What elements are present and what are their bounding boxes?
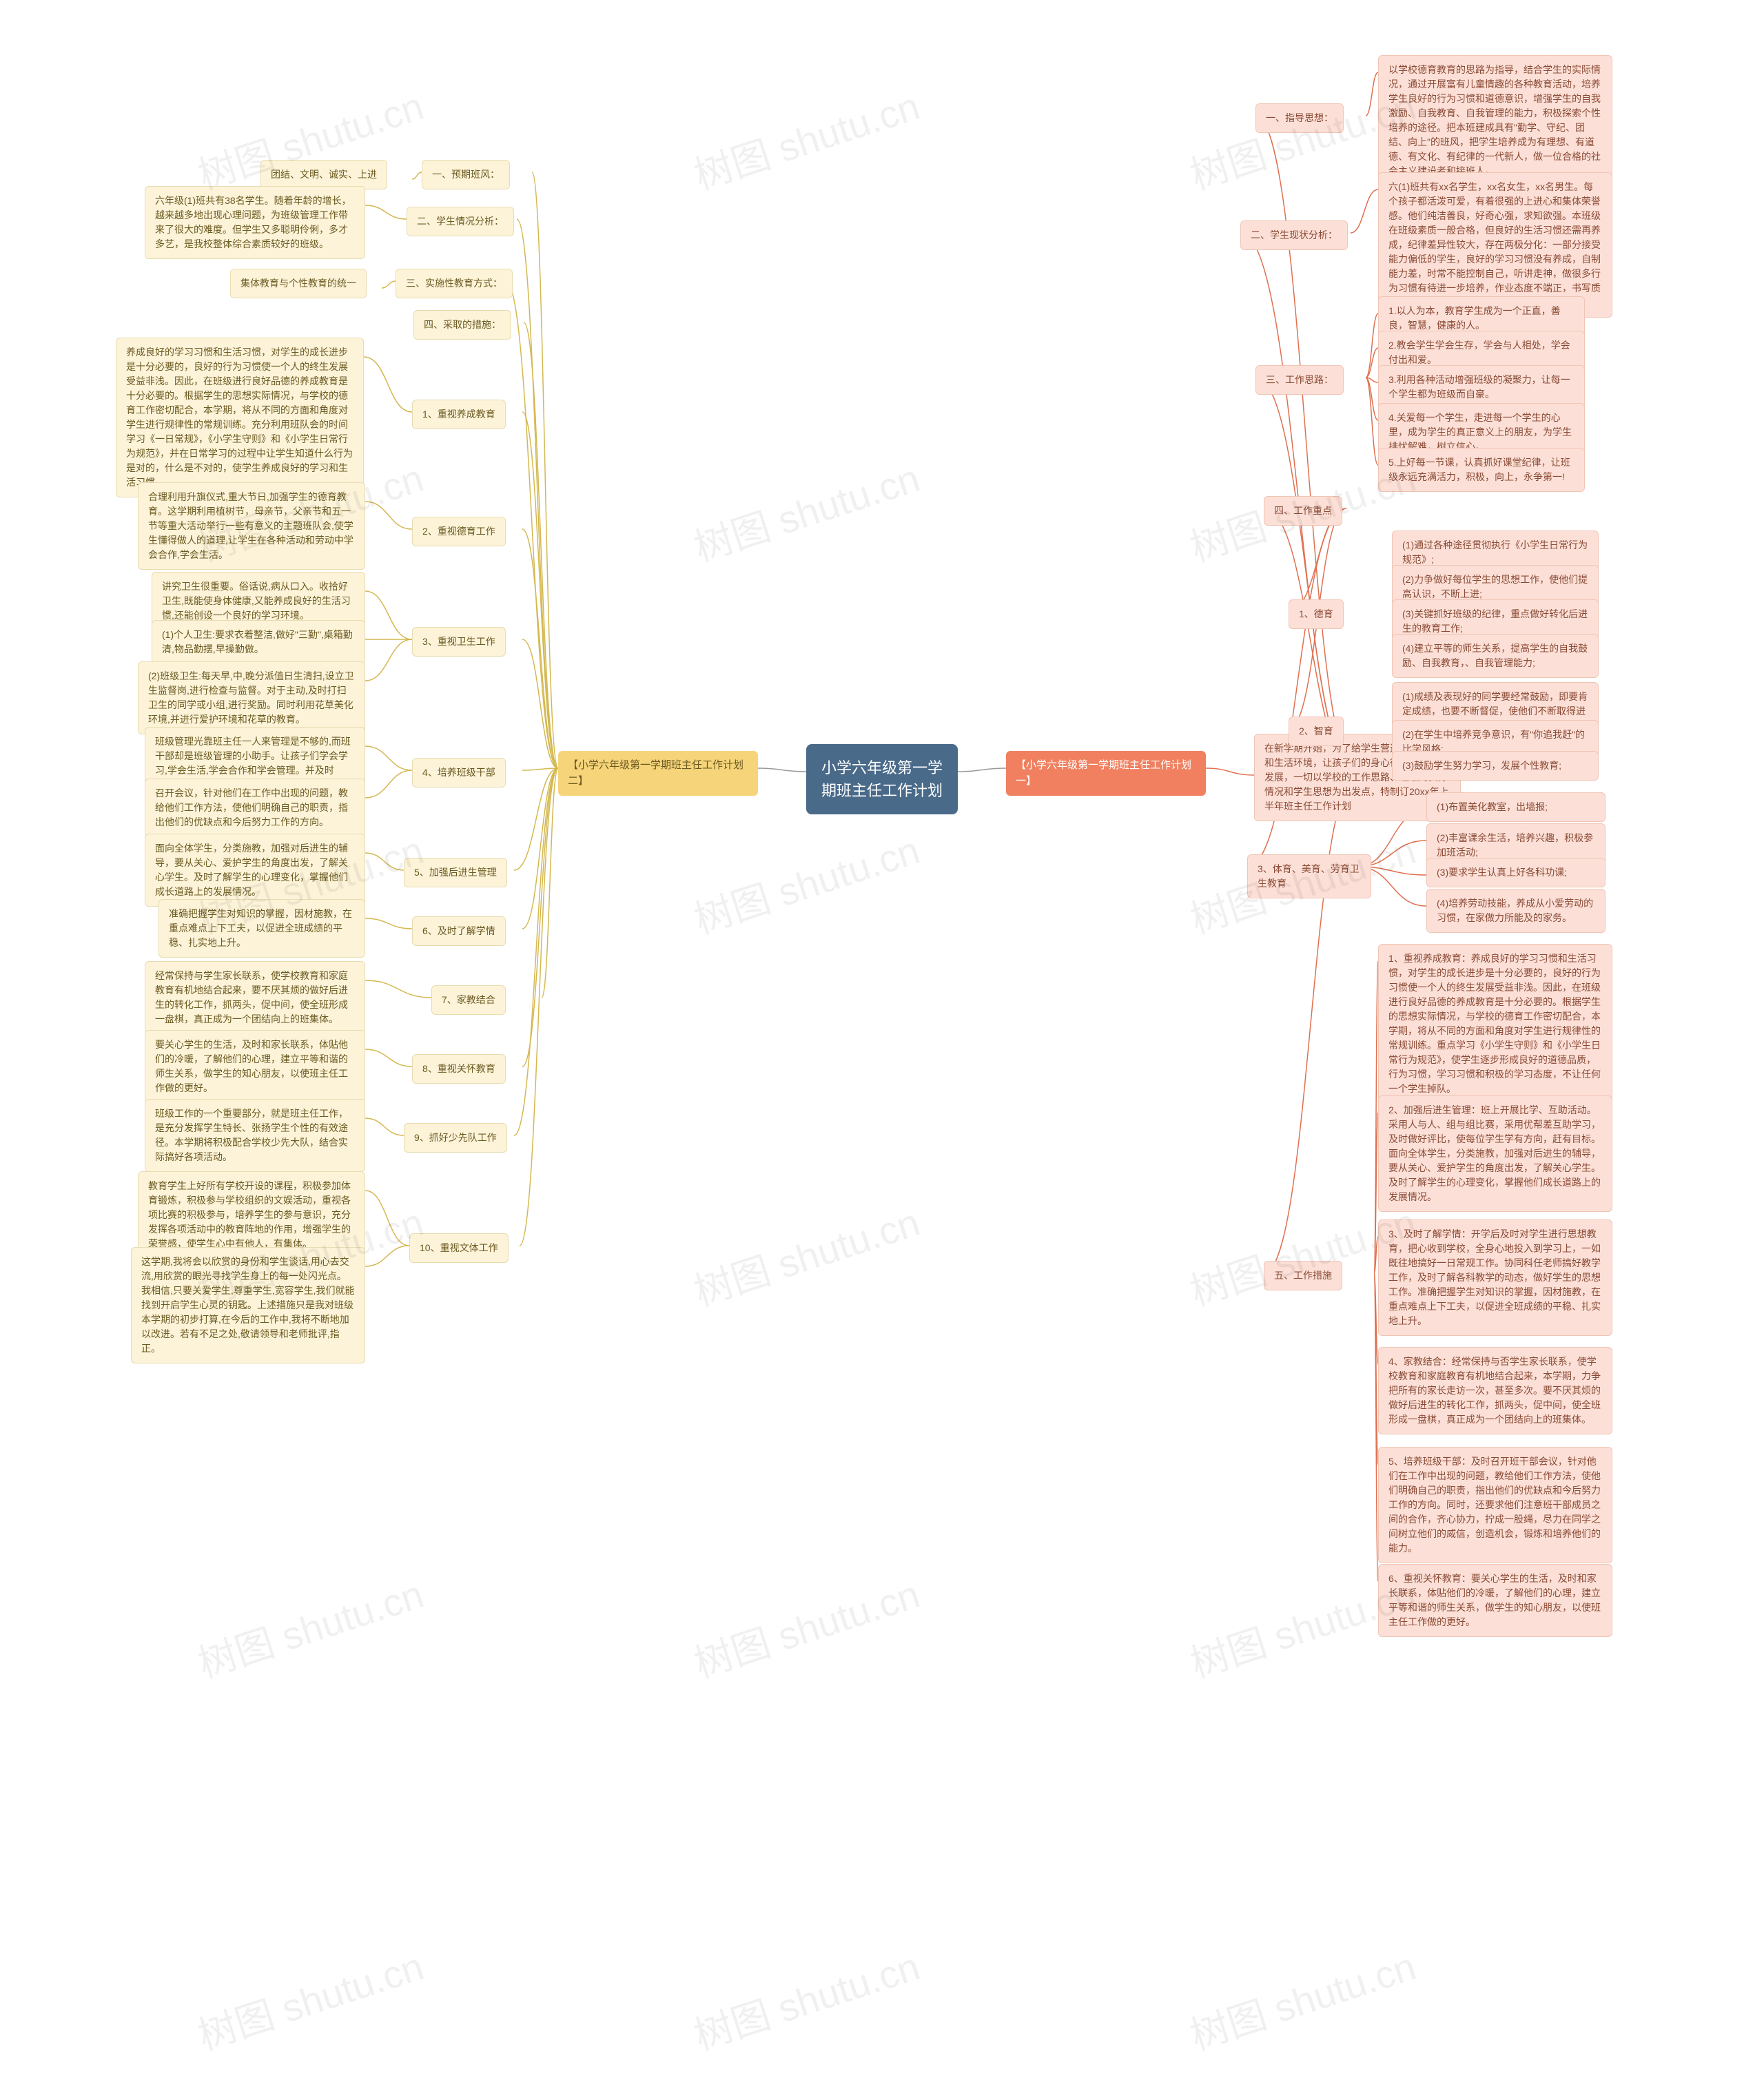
- left-label: 9、抓好少先队工作: [404, 1123, 507, 1153]
- right-leaf: 6、重视关怀教育：要关心学生的生活，及时和家长联系，体贴他们的冷暖，了解他们的心…: [1378, 1564, 1612, 1637]
- left-label: 1、重视养成教育: [412, 400, 506, 429]
- left-leaf: (2)班级卫生:每天早,中,晚分派值日生清扫,设立卫生监督岗,进行检查与监督。对…: [138, 661, 365, 734]
- left-label: 2、重视德育工作: [412, 517, 506, 546]
- left-leaf: (1)个人卫生:要求衣着整洁,做好"三勤",桌箱勤清,物品勤摆,早操勤做。: [152, 620, 365, 664]
- left-label: 7、家教结合: [431, 985, 506, 1015]
- watermark: 树图 shutu.cn: [686, 820, 926, 945]
- watermark: 树图 shutu.cn: [190, 1936, 430, 2061]
- watermark: 树图 shutu.cn: [686, 1564, 926, 1689]
- left-leaf: 要关心学生的生活，及时和家长联系，体贴他们的冷暖，了解他们的心理，建立平等和谐的…: [145, 1030, 365, 1103]
- right-label: 1、德育: [1289, 599, 1344, 629]
- left-leaf: 六年级(1)班共有38名学生。随着年龄的增长，越来越多地出现心理问题，为班级管理…: [145, 186, 365, 259]
- right-leaf: (3)鼓励学生努力学习，发展个性教育;: [1392, 751, 1599, 781]
- left-leaf: 合理利用升旗仪式,重大节日,加强学生的德育教育。这学期利用植树节，母亲节，父亲节…: [138, 482, 365, 570]
- left-label: 5、加强后进生管理: [404, 858, 507, 887]
- left-leaf: 团结、文明、诚实、上进: [260, 160, 387, 189]
- right-leaf: (4)建立平等的师生关系，提高学生的自我鼓励、自我教育，、自我管理能力;: [1392, 634, 1599, 678]
- left-leaf: 教育学生上好所有学校开设的课程，积极参加体育锻炼，积极参与学校组织的文娱活动，重…: [138, 1171, 365, 1259]
- left-leaf: 经常保持与学生家长联系，使学校教育和家庭教育有机地结合起来，要不厌其烦的做好后进…: [145, 961, 365, 1034]
- left-label: 四、采取的措施：: [413, 310, 511, 340]
- right-leaf: 2、加强后进生管理：班上开展比学、互助活动。采用人与人、组与组比赛，采用优帮差互…: [1378, 1095, 1612, 1212]
- left-leaf: 班级工作的一个重要部分，就是班主任工作，是充分发挥学生特长、张扬学生个性的有效途…: [145, 1099, 365, 1172]
- root-node: 小学六年级第一学期班主任工作计划: [806, 744, 958, 814]
- right-label: 二、学生现状分析：: [1240, 220, 1348, 250]
- watermark: 树图 shutu.cn: [686, 76, 926, 201]
- left-label: 三、实施性教育方式：: [396, 269, 513, 298]
- left-label: 4、培养班级干部: [412, 758, 506, 787]
- right-leaf: 3、及时了解学情：开学后及时对学生进行思想教育，把心收到学校，全身心地投入到学习…: [1378, 1219, 1612, 1336]
- left-leaf: 集体教育与个性教育的统一: [230, 269, 367, 298]
- left-label: 10、重视文体工作: [409, 1233, 509, 1263]
- right-leaf: 以学校德育教育的思路为指导，结合学生的实际情况，通过开展富有儿童情趣的各种教育活…: [1378, 55, 1612, 186]
- left-label: 一、预期班风：: [422, 160, 510, 189]
- watermark: 树图 shutu.cn: [686, 1192, 926, 1317]
- left-leaf: 这学期,我将会以欣赏的身份和学生谈话,用心去交流,用欣赏的眼光寻找学生身上的每一…: [131, 1247, 365, 1363]
- left-label: 3、重视卫生工作: [412, 627, 506, 657]
- left-leaf: 准确把握学生对知识的掌握，因材施教，在重点难点上下工夫，以促进全班成绩的平稳、扎…: [158, 899, 365, 958]
- left-branch: 【小学六年级第一学期班主任工作计划二】: [558, 751, 758, 796]
- right-label: 四、工作重点: [1264, 496, 1342, 526]
- left-leaf: 召开会议，针对他们在工作中出现的问题，教给他们工作方法，使他们明确自己的职责，指…: [145, 779, 365, 837]
- right-leaf: 5.上好每一节课，认真抓好课堂纪律，让班级永远充满活力，积极，向上，永争第一!: [1378, 448, 1585, 492]
- right-label: 三、工作思路：: [1255, 365, 1344, 395]
- left-label: 6、及时了解学情: [412, 916, 506, 946]
- right-leaf: (1)布置美化教室，出墙报;: [1426, 792, 1606, 822]
- watermark: 树图 shutu.cn: [190, 1564, 430, 1689]
- watermark: 树图 shutu.cn: [686, 448, 926, 573]
- left-label: 8、重视关怀教育: [412, 1054, 506, 1084]
- left-leaf: 面向全体学生，分类施教，加强对后进生的辅导，要从关心、爱护学生的角度出发，了解关…: [145, 834, 365, 907]
- right-leaf: 4、家教结合：经常保持与否学生家长联系，使学校教育和家庭教育有机地结合起来，本学…: [1378, 1347, 1612, 1434]
- right-label: 2、智育: [1289, 717, 1344, 746]
- right-label: 五、工作措施: [1264, 1261, 1342, 1290]
- left-label: 二、学生情况分析：: [407, 207, 514, 236]
- right-label: 一、指导思想：: [1255, 103, 1344, 133]
- right-leaf: (4)培养劳动技能，养成从小爱劳动的习惯，在家做力所能及的家务。: [1426, 889, 1606, 933]
- watermark: 树图 shutu.cn: [1182, 1936, 1422, 2061]
- right-label: 3、体育、美育、劳育卫生教育: [1247, 854, 1371, 898]
- right-leaf: 1、重视养成教育：养成良好的学习习惯和生活习惯，对学生的成长进步是十分必要的，良…: [1378, 944, 1612, 1104]
- right-leaf: (3)要求学生认真上好各科功课;: [1426, 858, 1606, 887]
- left-leaf: 养成良好的学习习惯和生活习惯，对学生的成长进步是十分必要的，良好的行为习惯使一个…: [116, 338, 364, 497]
- left-leaf: 班级管理光靠班主任一人来管理是不够的,而班干部却是班级管理的小助手。让孩子们学会…: [145, 727, 365, 785]
- right-leaf: 5、培养班级干部：及时召开班干部会议，针对他们在工作中出现的问题，教给他们工作方…: [1378, 1447, 1612, 1563]
- watermark: 树图 shutu.cn: [686, 1936, 926, 2061]
- right-branch: 【小学六年级第一学期班主任工作计划一】: [1006, 751, 1206, 796]
